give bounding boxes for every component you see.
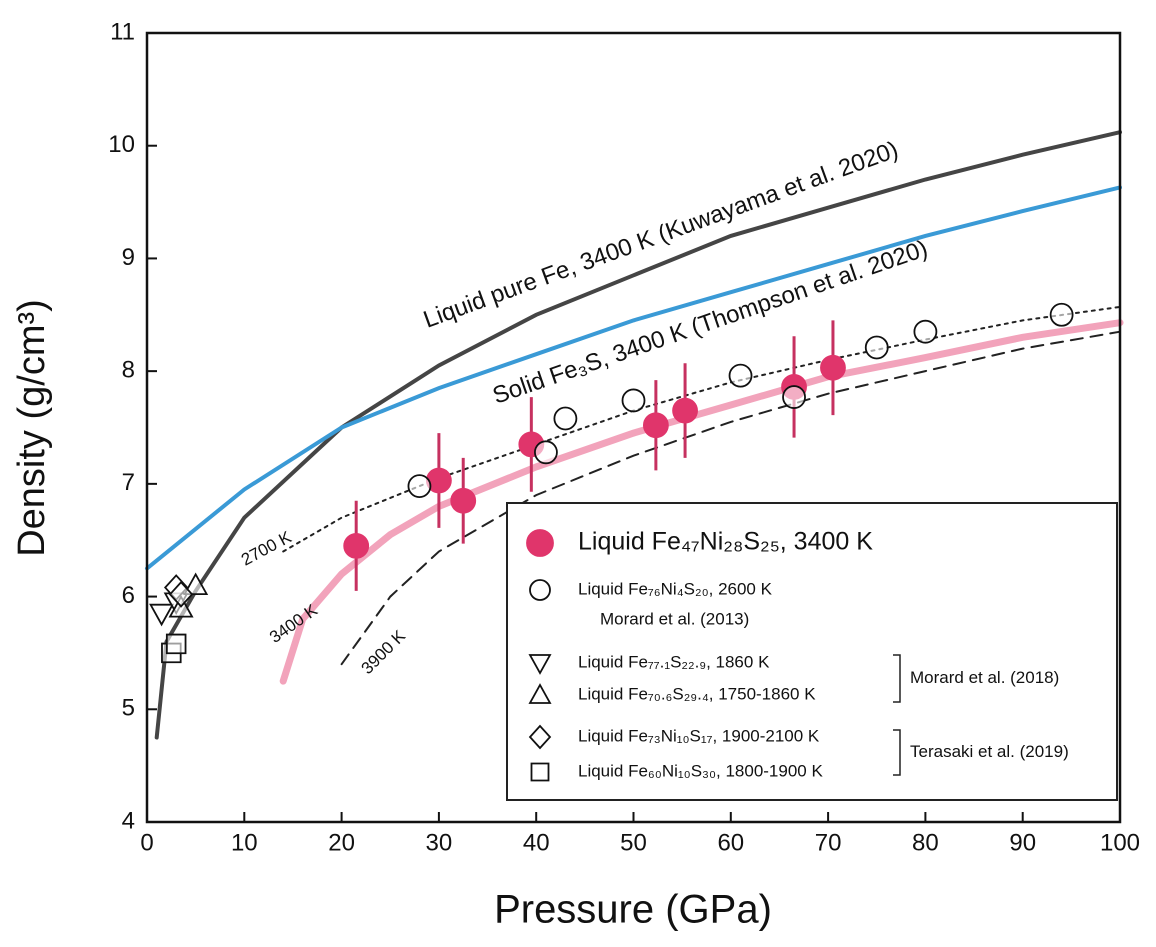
curve-label: Liquid pure Fe, 3400 K (Kuwayama et al. … [420,136,902,333]
legend-marker [529,579,551,601]
legend-label: Liquid Fe₇₀.₆S₂₉.₄, 1750-1860 K [578,684,816,703]
x-tick-label: 40 [523,829,550,856]
marker [820,354,846,381]
marker [913,319,938,344]
marker [534,440,558,465]
x-tick-label: 0 [140,829,153,856]
legend-bracket [893,654,901,703]
legend-bracket-label: Terasaki et al. (2019) [910,742,1069,761]
marker [672,397,698,424]
legend-marker [526,529,554,557]
y-tick-label: 4 [122,807,135,834]
marker [1049,302,1074,327]
curve-label: 2700 K [238,527,295,569]
x-tick-label: 100 [1100,829,1140,856]
marker [864,335,889,360]
x-tick-label: 90 [1009,829,1036,856]
marker [343,532,370,559]
legend-label: Liquid Fe₆₀Ni₁₀S₃₀, 1800-1900 K [578,761,823,780]
y-tick-label: 6 [122,582,135,609]
legend-marker [528,654,552,675]
x-tick-label: 50 [620,829,647,856]
curve-label: 3900 K [358,626,410,678]
x-tick-label: 30 [426,829,453,856]
legend-label: Liquid Fe₇₇.₁S₂₂.₉, 1860 K [578,652,770,671]
y-tick-label: 7 [122,469,135,496]
marker [450,487,477,514]
y-tick-label: 5 [122,695,135,722]
legend-marker [528,724,552,750]
marker [165,633,187,655]
legend-reference: Morard et al. (2013) [600,609,749,628]
plot-frame [145,31,1122,824]
marker [168,580,194,608]
legend-marker [530,762,550,782]
curve [340,330,1121,666]
marker [782,385,806,409]
x-tick-label: 70 [815,829,842,856]
x-axis-label: Pressure (GPa) [494,888,772,932]
marker [728,363,753,388]
legend-label: Liquid Fe₄₇Ni₂₈S₂₅, 3400 K [578,528,873,556]
marker [183,572,209,595]
legend-bracket-label: Morard et al. (2018) [910,668,1059,687]
legend-marker [528,683,552,704]
legend-label: Liquid Fe₇₃Ni₁₀S₁₇, 1900-2100 K [578,726,820,745]
marker [149,603,175,627]
x-tick-label: 60 [717,829,744,856]
y-tick-label: 10 [108,131,135,158]
curve [282,305,1121,553]
x-tick-label: 20 [328,829,355,856]
y-tick-label: 11 [110,18,135,45]
y-tick-label: 8 [122,356,135,383]
curve [279,319,1124,685]
marker [553,406,578,431]
legend-label: Liquid Fe₇₆Ni₄S₂₀, 2600 K [578,579,773,598]
curve [145,185,1122,571]
y-tick-label: 9 [122,244,135,271]
marker [407,474,432,499]
x-tick-label: 10 [231,829,258,856]
y-axis-label: Density (g/cm³) [11,299,53,557]
legend: Liquid Fe₄₇Ni₂₈S₂₅, 3400 K Liquid Fe₇₆Ni₄… [506,502,1118,801]
x-tick-label: 80 [912,829,939,856]
legend-bracket [893,729,901,776]
marker [642,412,669,439]
legend-box [506,502,1118,801]
marker [621,388,646,413]
